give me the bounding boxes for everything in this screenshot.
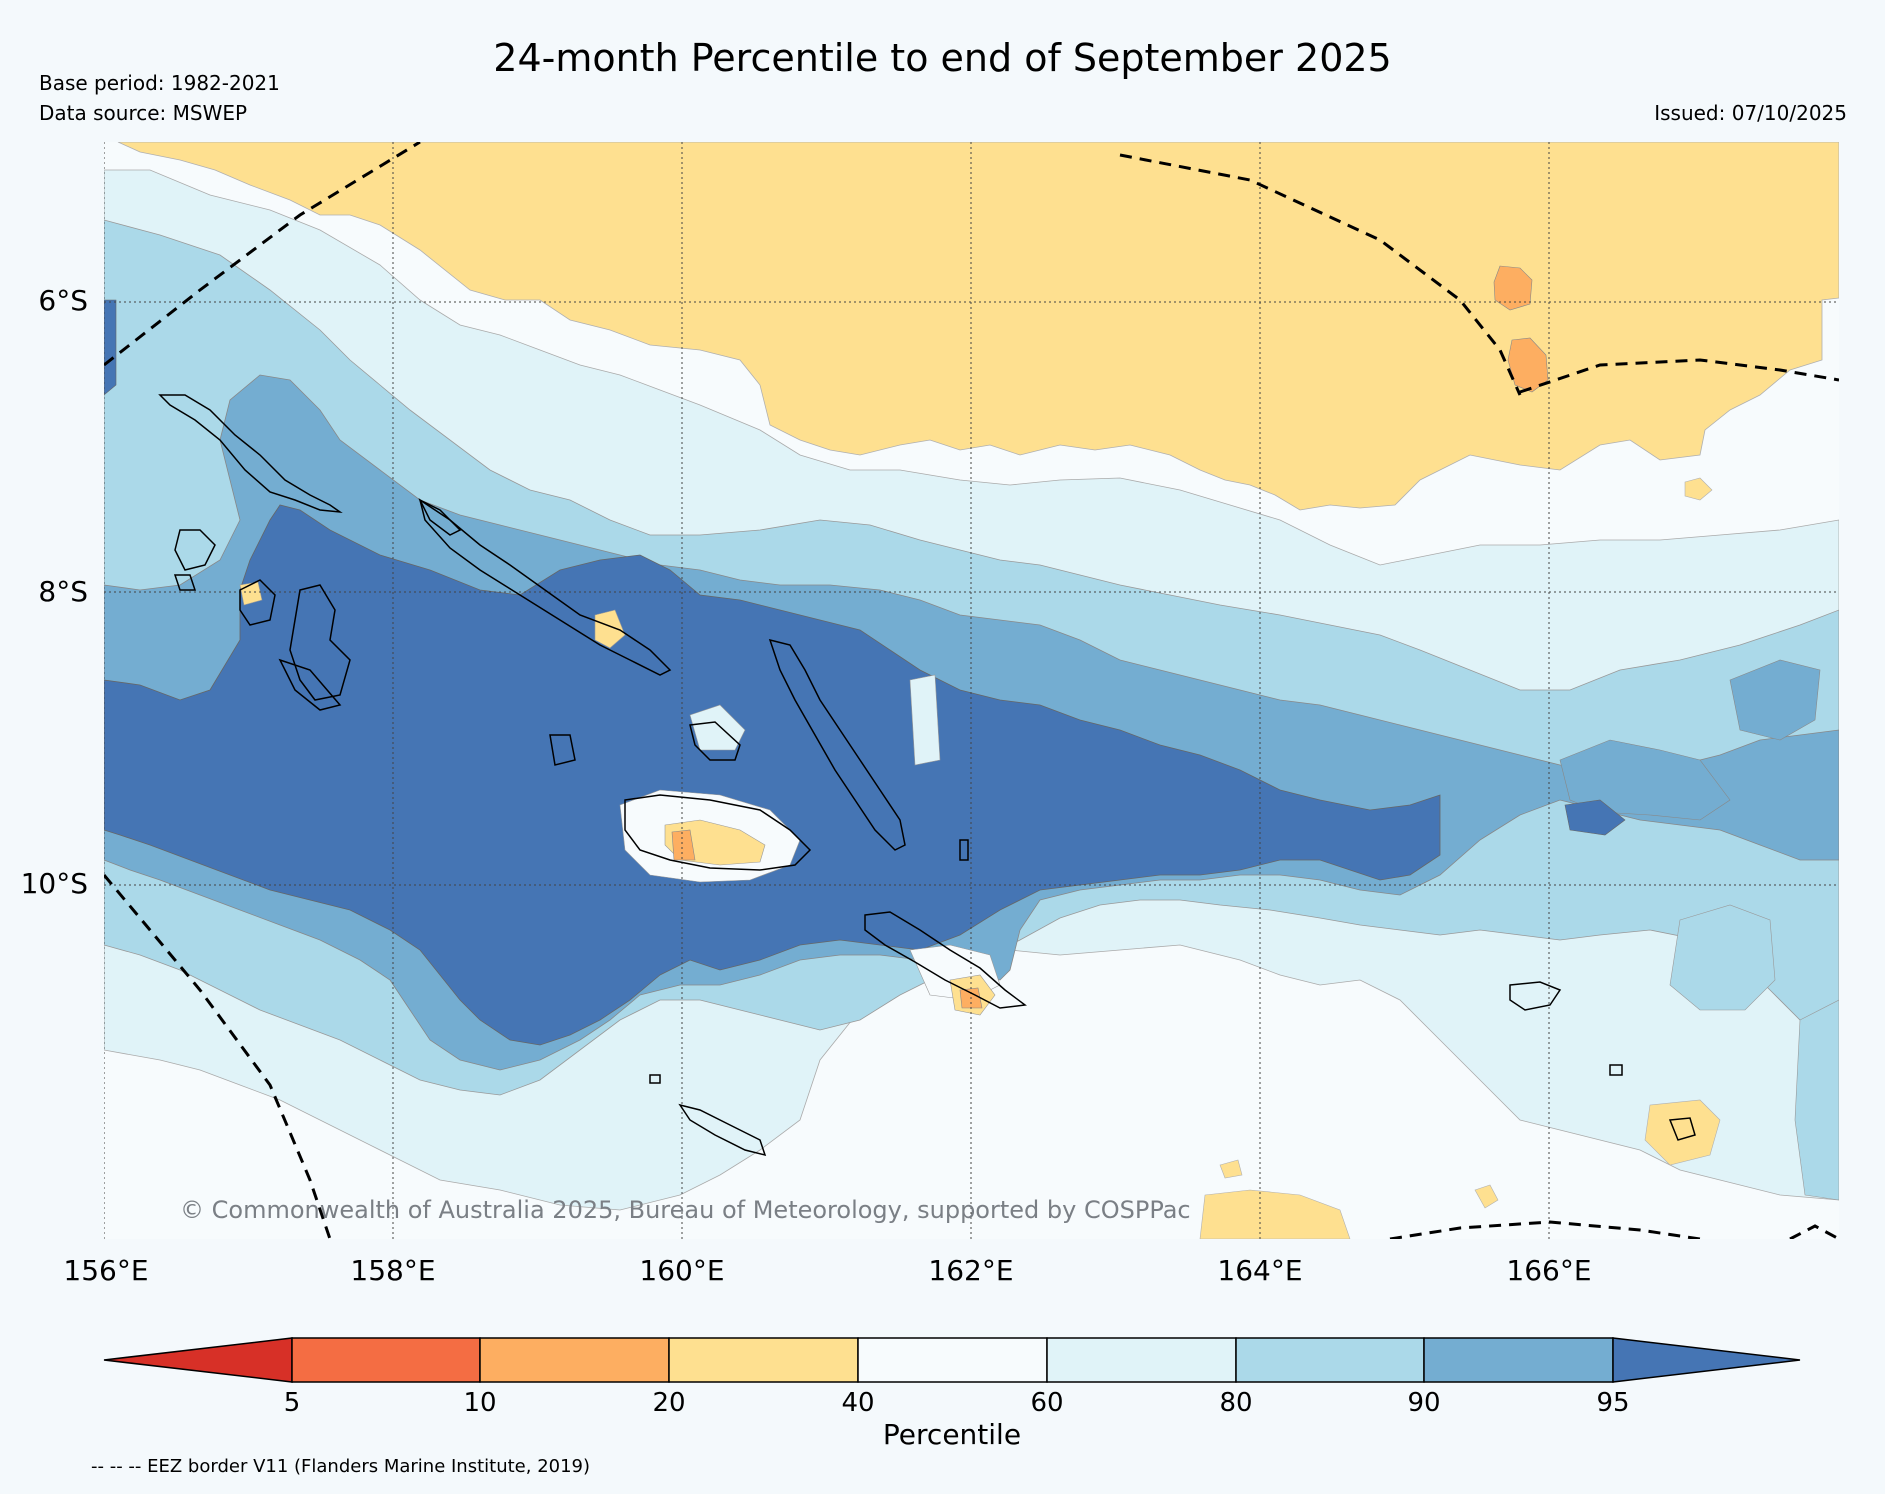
band-above-95 — [104, 504, 1441, 1046]
colorbar-bin-60-80 — [1046, 1337, 1237, 1383]
coastline-bellona — [649, 1074, 661, 1084]
eez-border-ne — [1119, 153, 1522, 396]
colorbar-bin-90-95 — [1423, 1337, 1614, 1383]
colorbar-extend-high — [1612, 1337, 1801, 1383]
eez-border-se — [1389, 1220, 1701, 1239]
colorbar-tick: 20 — [652, 1388, 686, 1418]
colorbar-label: Percentile — [882, 1418, 1022, 1451]
coastline-santa-isabel — [418, 498, 462, 536]
coastline-makira — [864, 911, 1027, 1009]
band-80-90-spot — [1794, 999, 1839, 1201]
band-20-40-hole — [594, 609, 626, 649]
lon-label-164e: 164°E — [1217, 1254, 1303, 1287]
coastlines — [158, 394, 1696, 1157]
eez-legend-note: -- -- -- EEZ border V11 (Flanders Marine… — [91, 1456, 591, 1477]
band-60-80-hole — [909, 674, 941, 766]
colorbar-bin-40-60 — [857, 1337, 1048, 1383]
colorbar-tick: 40 — [841, 1388, 875, 1418]
eez-border-nw — [104, 142, 421, 367]
coastline-guadalcanal — [624, 794, 812, 871]
data-source-text: Data source: MSWEP — [39, 101, 248, 125]
coastline-rendova — [278, 658, 342, 711]
colorbar-tick: 80 — [1219, 1388, 1253, 1418]
colorbar-bin-20-40 — [668, 1337, 859, 1383]
coastline-florida — [689, 721, 741, 761]
band-20-40-north — [117, 142, 1839, 511]
colorbar-extend-low — [103, 1337, 293, 1383]
colorbar-bin-80-90 — [1235, 1337, 1425, 1383]
band-20-40-south — [1474, 1184, 1499, 1209]
copyright-text: © Commonwealth of Australia 2025, Bureau… — [180, 1196, 1191, 1224]
eez-borders — [104, 142, 1839, 1239]
map-panel — [104, 142, 1839, 1239]
band-above-95-strip — [104, 299, 117, 396]
coastline-santa-cruz — [1509, 981, 1562, 1011]
lon-label-162e: 162°E — [928, 1254, 1014, 1287]
eez-border-e — [1519, 358, 1839, 394]
lat-label-8s: 8°S — [38, 575, 88, 608]
colorbar-tick: 60 — [1030, 1388, 1064, 1418]
coastline-bougainville — [158, 394, 343, 514]
colorbar-bin-10-20 — [479, 1337, 670, 1383]
band-20-40-south — [1199, 1189, 1351, 1239]
coastline-choiseul — [418, 498, 672, 676]
map-title: 24-month Percentile to end of September … — [493, 36, 1392, 80]
coastline-new-georgia — [239, 579, 276, 626]
lon-label-160e: 160°E — [639, 1254, 725, 1287]
lat-label-10s: 10°S — [20, 867, 88, 900]
coastline-vella — [174, 529, 216, 571]
coastline-malaita — [768, 638, 906, 851]
band-10-20-spot — [1493, 265, 1533, 311]
colorbar-tick: 95 — [1596, 1388, 1630, 1418]
band-10-20-hole — [671, 829, 696, 861]
coastline-rennell — [678, 1103, 767, 1157]
lon-label-156e: 156°E — [63, 1254, 149, 1287]
colorbar-bin-5-10 — [291, 1337, 481, 1383]
coastline-shortland — [173, 574, 197, 591]
gridlines — [104, 142, 1839, 1239]
band-20-40-south — [1219, 1159, 1243, 1179]
colorbar-tick: 90 — [1407, 1388, 1441, 1418]
colorbar-tick: 5 — [283, 1388, 301, 1418]
coastline-ulawa — [959, 839, 969, 861]
lat-label-6s: 6°S — [38, 284, 88, 317]
base-period-text: Base period: 1982-2021 — [39, 71, 280, 95]
colorbar — [103, 1337, 1801, 1383]
coastline-russell — [549, 734, 576, 766]
coastline-vanikoro — [1668, 1117, 1696, 1141]
band-90-95-spot — [1729, 659, 1821, 741]
band-80-90-spot — [1669, 904, 1776, 1011]
issued-date-text: Issued: 07/10/2025 — [1654, 101, 1847, 125]
lon-label-166e: 166°E — [1506, 1254, 1592, 1287]
colorbar-tick: 10 — [463, 1388, 497, 1418]
lon-label-158e: 158°E — [350, 1254, 436, 1287]
coastline-nuguria — [1609, 1064, 1623, 1076]
eez-border-se2 — [1789, 1224, 1839, 1239]
band-60-80-hole — [689, 704, 746, 751]
eez-border-sw — [104, 874, 332, 1239]
band-above-95-spot — [1564, 799, 1626, 836]
band-20-40-spot — [1684, 477, 1713, 501]
band-20-40-south — [1644, 1099, 1721, 1166]
